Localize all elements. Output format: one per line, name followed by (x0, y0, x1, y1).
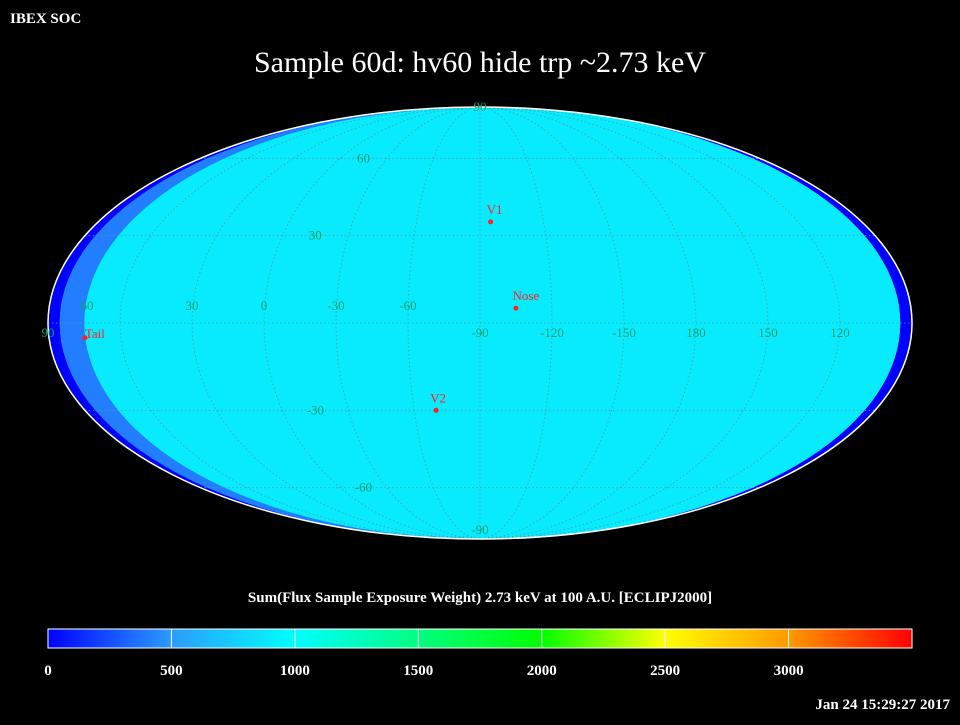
marker-label: V1 (487, 202, 503, 217)
colorbar-tick-label: 3000 (774, 663, 804, 679)
longitude-label: 120 (830, 325, 850, 340)
colorbar-gradient (47, 628, 913, 649)
map-outline (47, 106, 913, 540)
timestamp: Jan 24 15:29:27 2017 (815, 697, 950, 713)
longitude-label: 60 (81, 298, 94, 313)
longitude-label: 150 (758, 325, 778, 340)
marker-dot (513, 305, 519, 311)
markers: V1 Nose V2 Tail (82, 202, 539, 413)
marker-dot (488, 219, 494, 225)
marker-dot (433, 407, 439, 413)
latitude-label: -90 (471, 522, 488, 537)
colorbar-tick-label: 2500 (650, 663, 680, 679)
longitude-label: -120 (540, 325, 564, 340)
colorbar-tick-label: 1000 (280, 663, 310, 679)
longitude-label: -30 (327, 298, 344, 313)
latitude-label: 30 (309, 228, 322, 243)
chart-title: Sample 60d: hv60 hide trp ~2.73 keV (254, 46, 706, 79)
longitude-label: 180 (686, 325, 706, 340)
colorbar: 0 500 1000 1500 2000 2500 3000 (44, 628, 913, 679)
longitude-label: 30 (186, 298, 199, 313)
marker-label: Nose (513, 288, 540, 303)
latitude-labels: 90 60 30 -30 -60 -90 (307, 99, 489, 537)
longitude-labels: 60 30 0 -30 -60 -90 -120 -150 180 150 120 90 (42, 298, 850, 340)
colorbar-tick-label: 2000 (527, 663, 557, 679)
latitude-label: 90 (474, 99, 487, 114)
colorbar-tick-label: 0 (44, 663, 52, 679)
graticule (48, 107, 912, 539)
colorbar-tick-label: 1500 (403, 663, 433, 679)
latitude-label: 60 (357, 150, 370, 165)
app-label: IBEX SOC (10, 11, 81, 27)
colorbar-tick-label: 500 (160, 663, 183, 679)
marker-label: Tail (85, 326, 105, 341)
longitude-label: -60 (399, 298, 416, 313)
longitude-label: 90 (42, 325, 55, 340)
longitude-label: -90 (471, 325, 488, 340)
meridian-line (119, 107, 481, 539)
sky-map: 60 30 0 -30 -60 -90 -120 -150 180 150 120 90 90 60 30… (42, 99, 913, 540)
marker-label: V2 (430, 390, 446, 405)
marker-dot (82, 335, 88, 341)
latitude-label: -30 (307, 402, 324, 417)
colorbar-ticks: 0 500 1000 1500 2000 2500 3000 (44, 629, 804, 679)
colorbar-label: Sum(Flux Sample Exposure Weight) 2.73 ke… (248, 590, 712, 606)
longitude-label: -150 (612, 325, 636, 340)
latitude-label: -60 (355, 480, 372, 495)
longitude-label: 0 (261, 298, 268, 313)
